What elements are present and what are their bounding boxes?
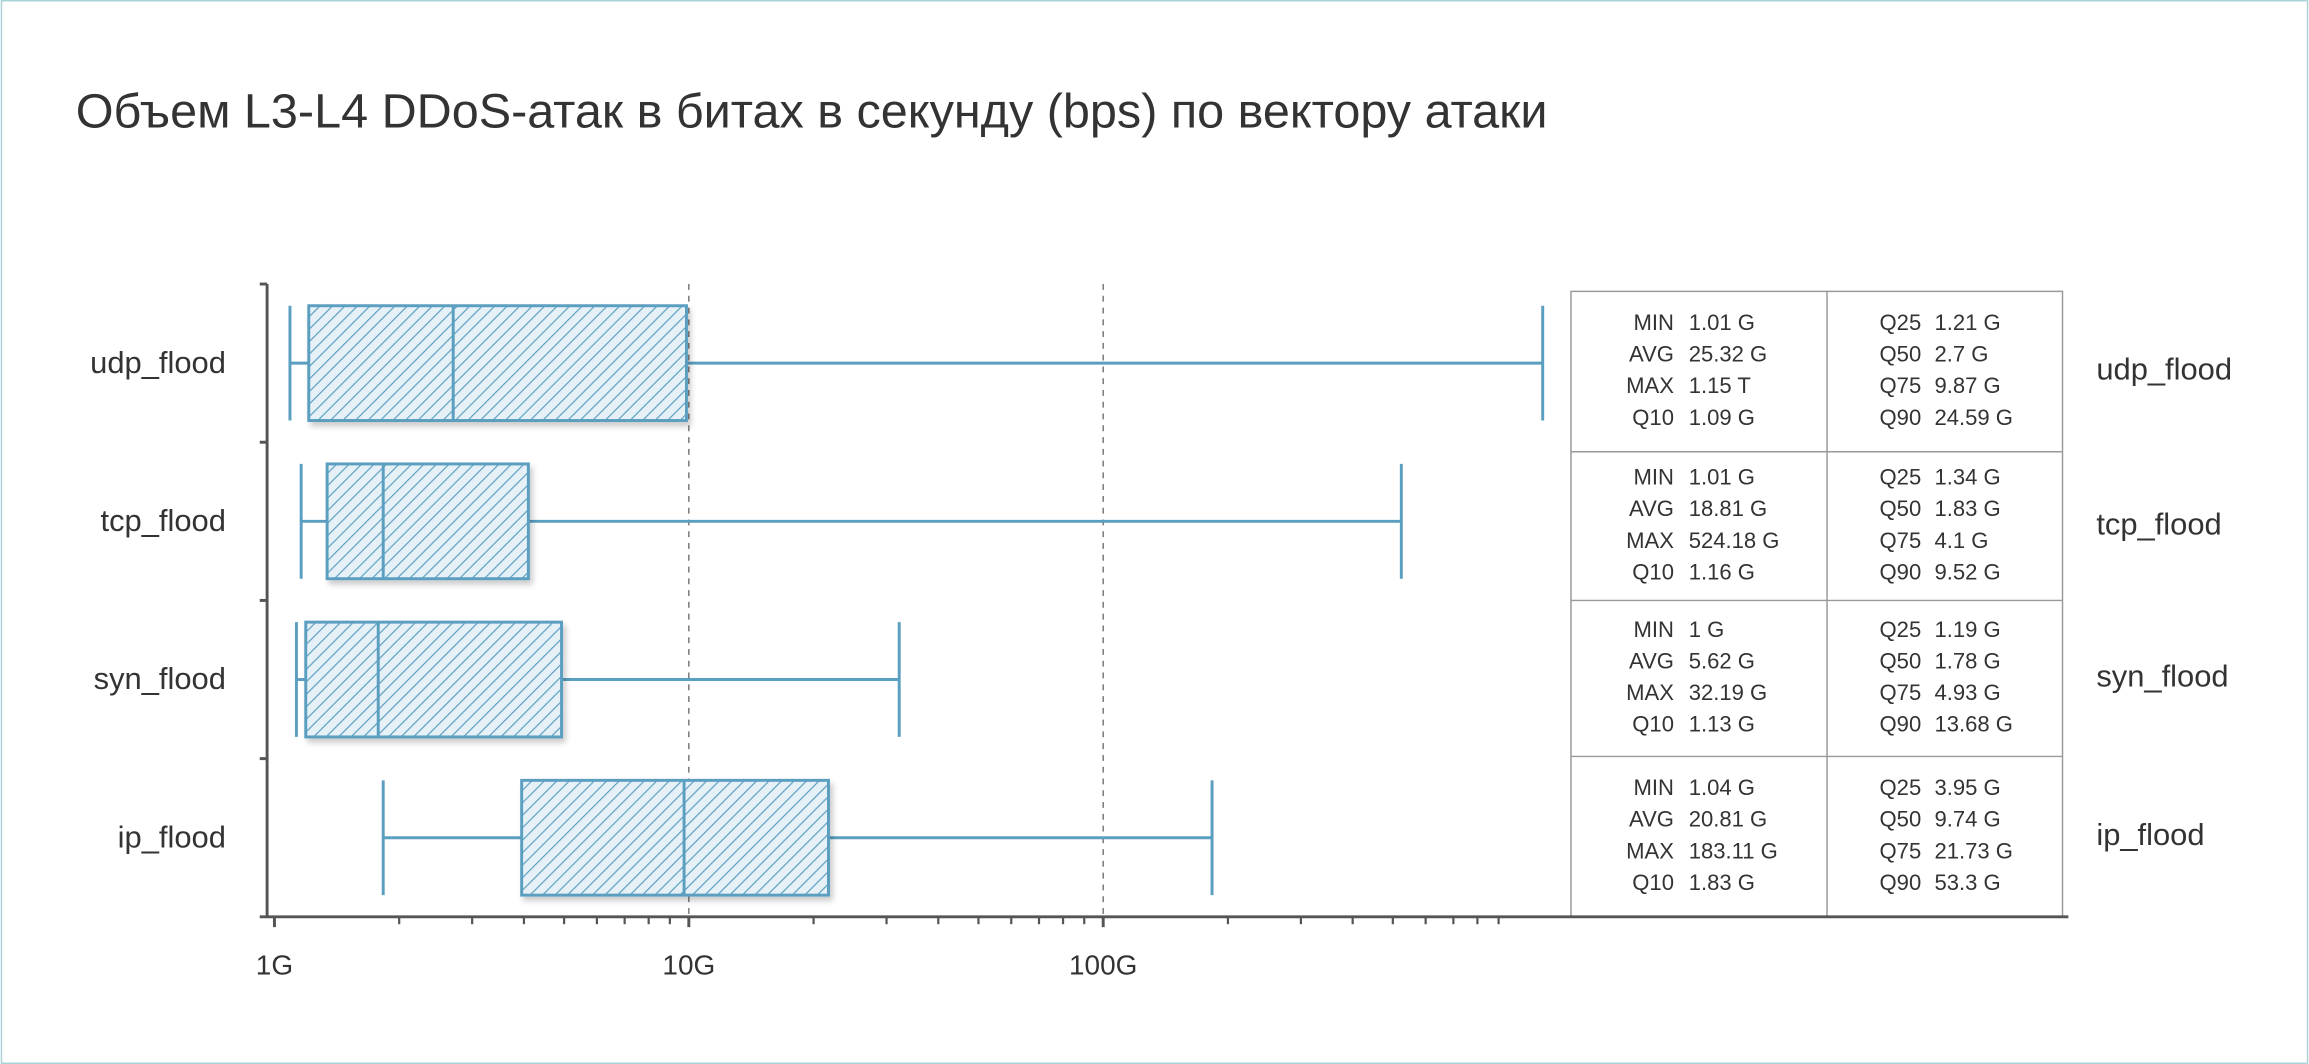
stat-value: 2.7 G	[1934, 342, 1988, 367]
stat-value: 13.68 G	[1934, 712, 2013, 737]
stat-value: 4.93 G	[1934, 680, 2000, 705]
chart-title: Объем L3-L4 DDoS-атак в битах в секунду …	[76, 85, 1548, 139]
stat-name: Q10	[1632, 712, 1674, 737]
stat-value: 32.19 G	[1689, 680, 1768, 705]
stat-value: 20.81 G	[1689, 807, 1768, 832]
stat-name: AVG	[1629, 342, 1674, 367]
series-label: tcp_flood	[2096, 506, 2221, 541]
stat-name: Q25	[1880, 464, 1922, 489]
stat-name: Q75	[1880, 680, 1922, 705]
stat-value: 1.13 G	[1689, 712, 1755, 737]
stat-value: 5.62 G	[1689, 648, 1755, 673]
stat-name: AVG	[1629, 807, 1674, 832]
stat-value: 9.74 G	[1934, 807, 2000, 832]
stat-value: 1.83 G	[1689, 870, 1755, 895]
stat-name: MIN	[1634, 464, 1674, 489]
series-label: udp_flood	[2096, 352, 2232, 387]
stat-value: 1.15 T	[1689, 373, 1751, 398]
stat-name: MAX	[1626, 528, 1674, 553]
stat-value: 1.09 G	[1689, 405, 1755, 430]
stat-value: 25.32 G	[1689, 342, 1768, 367]
stat-name: Q50	[1880, 648, 1922, 673]
stat-value: 183.11 G	[1689, 838, 1778, 863]
stat-name: MIN	[1634, 775, 1674, 800]
stat-name: Q50	[1880, 342, 1922, 367]
stat-value: 1.04 G	[1689, 775, 1755, 800]
stat-name: Q10	[1632, 870, 1674, 895]
x-tick-label: 100G	[1069, 949, 1137, 980]
stat-value: 24.59 G	[1934, 405, 2013, 430]
stat-name: Q25	[1880, 310, 1922, 335]
stat-value: 21.73 G	[1934, 838, 2013, 863]
stat-name: AVG	[1629, 496, 1674, 521]
stat-value: 1.01 G	[1689, 310, 1755, 335]
stat-value: 1.19 G	[1934, 617, 2000, 642]
stat-name: Q75	[1880, 373, 1922, 398]
stat-name: Q90	[1880, 870, 1922, 895]
stat-name: Q25	[1880, 775, 1922, 800]
series-label: syn_flood	[2096, 659, 2228, 694]
stat-name: MIN	[1634, 617, 1674, 642]
box	[307, 304, 688, 422]
category-label: ip_flood	[118, 819, 226, 854]
category-label: syn_flood	[94, 661, 226, 696]
stat-value: 1.34 G	[1934, 464, 2000, 489]
stat-value: 9.87 G	[1934, 373, 2000, 398]
stat-name: AVG	[1629, 648, 1674, 673]
stat-name: Q90	[1880, 559, 1922, 584]
x-tick-label: 1G	[256, 949, 293, 980]
stat-value: 1.78 G	[1934, 648, 2000, 673]
stat-name: Q75	[1880, 528, 1922, 553]
stat-name: MAX	[1626, 838, 1674, 863]
series-label: ip_flood	[2096, 817, 2204, 852]
stat-name: Q90	[1880, 405, 1922, 430]
stat-value: 18.81 G	[1689, 496, 1768, 521]
stat-value: 1.01 G	[1689, 464, 1755, 489]
box	[520, 778, 830, 897]
stat-name: Q10	[1632, 559, 1674, 584]
stat-value: 1.16 G	[1689, 559, 1755, 584]
stat-value: 1.83 G	[1934, 496, 2000, 521]
stat-name: Q50	[1880, 807, 1922, 832]
stat-name: MAX	[1626, 680, 1674, 705]
category-label: udp_flood	[90, 345, 226, 380]
x-tick-label: 10G	[662, 949, 715, 980]
box	[325, 462, 530, 581]
stat-name: Q10	[1632, 405, 1674, 430]
stat-value: 524.18 G	[1689, 528, 1780, 553]
stat-name: MAX	[1626, 373, 1674, 398]
stat-value: 1 G	[1689, 617, 1725, 642]
stat-value: 53.3 G	[1934, 870, 2000, 895]
stat-value: 1.21 G	[1934, 310, 2000, 335]
stat-name: Q25	[1880, 617, 1922, 642]
stat-value: 9.52 G	[1934, 559, 2000, 584]
stat-name: Q50	[1880, 496, 1922, 521]
category-label: tcp_flood	[101, 503, 226, 538]
stat-value: 4.1 G	[1934, 528, 1988, 553]
stat-name: Q75	[1880, 838, 1922, 863]
stat-name: MIN	[1634, 310, 1674, 335]
stat-name: Q90	[1880, 712, 1922, 737]
box	[304, 620, 564, 739]
stat-value: 3.95 G	[1934, 775, 2000, 800]
